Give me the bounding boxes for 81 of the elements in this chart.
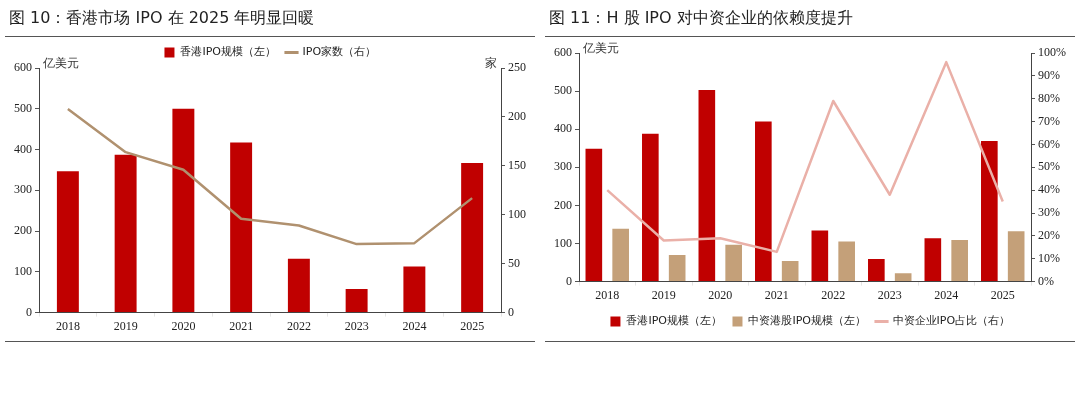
bar bbox=[838, 241, 855, 282]
y2-tick-label: 70% bbox=[1038, 113, 1060, 128]
x-tick-label: 2021 bbox=[229, 318, 254, 333]
y-tick-label: 200 bbox=[554, 197, 572, 212]
y2-tick-label: 20% bbox=[1038, 228, 1060, 243]
y-tick-label: 600 bbox=[554, 45, 572, 60]
x-tick-label: 2023 bbox=[344, 318, 369, 333]
x-tick-label: 2021 bbox=[764, 287, 789, 302]
bar bbox=[981, 141, 998, 282]
chart-title: 图 11：H 股 IPO 对中资企业的依赖度提升 bbox=[545, 0, 1075, 37]
y2-tick-label: 80% bbox=[1038, 90, 1060, 105]
y2-tick-label: 30% bbox=[1038, 205, 1060, 220]
bar bbox=[612, 228, 629, 282]
y2-tick-label: 100 bbox=[508, 206, 526, 221]
y2-axis-title: 家 bbox=[485, 56, 497, 71]
legend-label: 香港IPO规模（左） bbox=[626, 314, 722, 328]
bar bbox=[868, 259, 885, 282]
chart-title: 图 10：香港市场 IPO 在 2025 年明显回暖 bbox=[5, 0, 535, 37]
y2-tick-label: 50 bbox=[508, 255, 520, 270]
x-tick-label: 2018 bbox=[595, 287, 620, 302]
y-tick-label: 100 bbox=[14, 263, 32, 278]
bar bbox=[725, 244, 742, 282]
y-tick-label: 600 bbox=[14, 60, 32, 75]
y-tick-label: 100 bbox=[554, 235, 572, 250]
y2-tick-label: 0% bbox=[1038, 273, 1054, 288]
bar bbox=[755, 121, 772, 282]
x-tick-label: 2020 bbox=[171, 318, 196, 333]
y-tick-label: 500 bbox=[554, 83, 572, 98]
y2-tick-label: 100% bbox=[1038, 45, 1066, 60]
y2-tick-label: 150 bbox=[508, 158, 526, 172]
y-tick-label: 400 bbox=[554, 121, 572, 136]
x-tick-label: 2022 bbox=[286, 318, 311, 333]
y2-tick-label: 10% bbox=[1038, 250, 1060, 265]
x-tick-label: 2024 bbox=[934, 287, 959, 302]
legend-label: 香港IPO规模（左） bbox=[180, 45, 277, 59]
y-axis-title: 亿美元 bbox=[582, 41, 619, 56]
y2-tick-label: 50% bbox=[1038, 159, 1060, 174]
bar bbox=[698, 89, 716, 282]
x-tick-label: 2024 bbox=[402, 318, 427, 333]
y-tick-label: 300 bbox=[554, 159, 572, 174]
legend-label: IPO家数（右） bbox=[302, 45, 377, 59]
bar bbox=[461, 162, 484, 313]
bar bbox=[894, 273, 912, 282]
x-tick-label: 2018 bbox=[55, 318, 80, 333]
x-tick-label: 2020 bbox=[708, 287, 733, 302]
bar bbox=[56, 171, 79, 313]
x-tick-label: 2019 bbox=[651, 287, 676, 302]
y-tick-label: 300 bbox=[14, 182, 32, 197]
bar bbox=[1007, 231, 1025, 282]
y2-tick-label: 250 bbox=[508, 60, 526, 75]
bar bbox=[287, 258, 310, 313]
x-tick-label: 2019 bbox=[113, 318, 138, 333]
bar bbox=[668, 254, 686, 282]
y2-tick-label: 40% bbox=[1038, 182, 1060, 197]
y2-tick-label: 200 bbox=[508, 109, 526, 124]
y2-tick-label: 0 bbox=[508, 304, 514, 319]
legend-label: 中资港股IPO规模（左） bbox=[748, 314, 867, 328]
bar bbox=[951, 240, 968, 282]
x-tick-label: 2025 bbox=[990, 287, 1015, 302]
bar bbox=[230, 142, 253, 313]
y2-tick-label: 60% bbox=[1038, 136, 1060, 151]
y2-tick-label: 90% bbox=[1038, 68, 1060, 83]
y-tick-label: 500 bbox=[14, 100, 32, 115]
bar bbox=[642, 133, 659, 282]
y-tick-label: 200 bbox=[14, 223, 32, 238]
bar bbox=[172, 108, 195, 313]
y-tick-label: 0 bbox=[566, 273, 572, 288]
bar bbox=[585, 148, 603, 282]
x-tick-label: 2023 bbox=[877, 287, 902, 302]
y-tick-label: 0 bbox=[26, 304, 32, 319]
bar bbox=[403, 266, 426, 313]
bar bbox=[114, 154, 137, 313]
bar bbox=[345, 288, 368, 313]
x-tick-label: 2022 bbox=[821, 287, 846, 302]
bar bbox=[781, 261, 799, 282]
bar bbox=[924, 238, 942, 282]
x-tick-label: 2025 bbox=[460, 318, 485, 333]
legend-label: 中资企业IPO占比（右） bbox=[892, 314, 1011, 328]
y-axis-title: 亿美元 bbox=[42, 56, 79, 71]
bar bbox=[811, 230, 829, 282]
y-tick-label: 400 bbox=[14, 141, 32, 156]
